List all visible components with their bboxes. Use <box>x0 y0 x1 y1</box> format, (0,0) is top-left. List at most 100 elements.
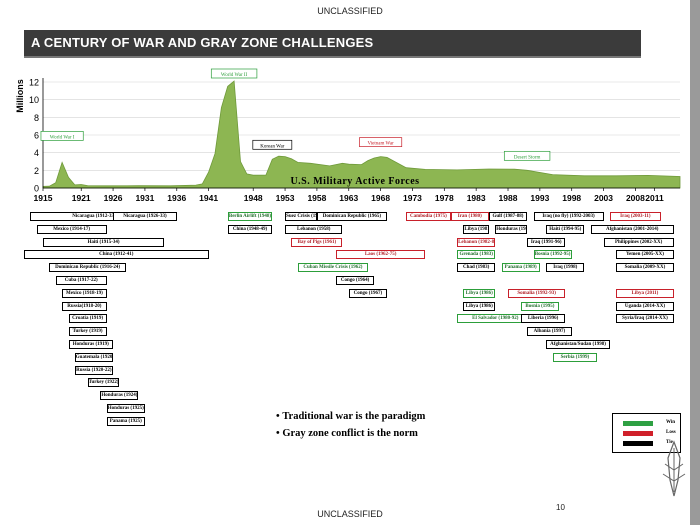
event-box: Serbia (1999) <box>552 352 598 362</box>
chart-annotations: World War I World War II Korean War Vietnam… <box>40 68 551 161</box>
x-tick-label: 1953 <box>276 193 295 203</box>
annotation-box <box>252 139 293 150</box>
annotation-box <box>210 68 258 79</box>
annotation-label: World War II <box>221 73 248 78</box>
annotation: World War II <box>210 68 258 79</box>
event-box: Yemen (2005-XX) <box>616 250 674 260</box>
annotation-box <box>503 150 551 161</box>
event-box: Iraq (1998) <box>546 263 585 273</box>
annotation: Desert Storm <box>503 150 551 161</box>
event-box: Afghanistan (2001-2014) <box>590 224 674 234</box>
event-box: Liberia (1996) <box>520 314 566 324</box>
event-box: Afghanistan/Sudan (1998) <box>546 340 610 349</box>
event-box: Philippines (2002-XX) <box>603 237 674 247</box>
event-box: Bosnia (1995) <box>520 301 559 311</box>
event-box: Honduras (1924) <box>100 391 139 401</box>
event-box: Chad (1983) <box>457 263 496 273</box>
event-box: Congo (1964) <box>336 276 375 285</box>
x-tick-label: 1968 <box>371 193 390 203</box>
area-series <box>42 80 681 189</box>
event-box: Grenada (1983) <box>457 250 496 260</box>
legend: Win Loss Tie <box>612 413 681 453</box>
event-box: Honduras (1919) <box>68 340 114 349</box>
event-box: Honduras (1988) <box>495 224 528 234</box>
legend-label: Tie <box>666 440 673 445</box>
legend-swatch-loss <box>623 431 653 436</box>
annotation: Korean War <box>252 139 293 150</box>
event-box: Cuban Missile Crisis (1962) <box>297 263 368 273</box>
annotation-box <box>40 131 84 141</box>
event-box: Iraq (1991-96) <box>527 237 566 247</box>
page-number: 10 <box>556 503 565 512</box>
annotation-label: Korean War <box>260 144 284 149</box>
event-box: Uganda (2014-XX) <box>616 301 674 311</box>
event-box: Libya (1981) <box>463 224 489 234</box>
event-box: Iran (1980) <box>450 212 489 221</box>
classification-banner-bottom: UNCLASSIFIED <box>317 509 383 519</box>
emblem-logo-icon <box>662 440 686 497</box>
x-tick-label: 1921 <box>72 193 91 203</box>
x-tick-label: 1983 <box>467 193 486 203</box>
x-tick-label: 1936 <box>167 193 186 203</box>
event-box: Nicaragua (1926-33) <box>113 212 177 221</box>
legend-label: Win <box>666 420 676 425</box>
x-tick-label: 1988 <box>499 193 518 203</box>
event-box: Turkey (1919) <box>68 327 107 337</box>
legend-label: Loss <box>666 430 676 435</box>
x-tick-label: 1941 <box>199 193 218 203</box>
annotation-box <box>359 137 403 147</box>
annotation-label: Vietnam War <box>367 142 394 147</box>
y-tick-label: 12 <box>29 78 39 88</box>
event-box: Libya (1986) <box>463 288 496 298</box>
event-box: Gulf (1987-88) <box>488 212 528 221</box>
y-tick-label: 0 <box>34 184 39 194</box>
event-box: Russia (1920-22) <box>74 365 113 375</box>
y-tick-label: 10 <box>29 95 39 105</box>
y-axis-label: Millions <box>15 79 25 113</box>
x-tick-label: 1993 <box>530 193 549 203</box>
event-box: Haiti (1994-95) <box>546 224 585 234</box>
annotation: Vietnam War <box>359 137 403 147</box>
x-tick-label: 1998 <box>562 193 581 203</box>
x-tick-label: 1973 <box>403 193 422 203</box>
x-tick-label: 1915 <box>34 193 53 203</box>
event-box: Russia(1918-20) <box>62 301 107 311</box>
x-tick-label: 1978 <box>435 193 454 203</box>
event-box: Bay of Pigs (1961) <box>291 237 343 247</box>
event-box: Turkey (1922) <box>87 378 120 388</box>
bullet-item: • Gray zone conflict is the norm <box>276 428 418 439</box>
event-box: Mexico (1914-17) <box>36 224 107 234</box>
annotation-label: World War I <box>50 135 75 140</box>
x-tick-label: 2003 <box>594 193 613 203</box>
event-box: Honduras (1925) <box>106 404 145 413</box>
x-tick-label: 1958 <box>307 193 326 203</box>
y-tick-label: 2 <box>34 166 39 176</box>
bullet-item: • Traditional war is the paradigm <box>276 411 426 422</box>
event-box: Somalia (1992-93) <box>508 288 566 298</box>
event-box: Iraq (no fly) (1992-2003) <box>533 212 604 221</box>
event-box: Iraq (2003-11) <box>609 212 661 221</box>
annotation: World War I <box>40 131 84 141</box>
event-box: Cuba (1917-22) <box>55 276 107 285</box>
chart-title: U.S. Military Active Forces <box>290 176 419 187</box>
event-box: Dominican Republic (1965) <box>316 212 387 221</box>
event-box: Croatia (1919) <box>68 314 107 324</box>
side-strip <box>690 0 700 525</box>
event-box: Syria/Iraq (2014-XX) <box>616 314 674 324</box>
annotation-label: Desert Storm <box>514 155 541 160</box>
chart-axes: 0 2 4 6 8 10 12 1915 1921 1926 1931 1936 1941 1948 195… <box>29 78 680 203</box>
y-tick-label: 8 <box>34 113 39 123</box>
x-tick-label: 2008 <box>626 193 645 203</box>
bullet-list: • Traditional war is the paradigm • Gray… <box>276 408 425 442</box>
event-box: Lebanon (1982-83) <box>457 237 496 247</box>
event-box: China (1912-41) <box>23 250 209 260</box>
event-box: Libya (1986) <box>463 301 496 311</box>
event-box: Somalia (2009-XX) <box>616 263 674 273</box>
event-box: Berlin Airlift (1948) <box>227 212 273 221</box>
event-box: Panama (1989) <box>501 263 540 273</box>
x-tick-label: 1948 <box>244 193 263 203</box>
event-box: Bosnia (1992-95) <box>533 250 572 260</box>
event-box: Mexico (1918-19) <box>62 288 107 298</box>
event-box: Cambodia (1975) <box>406 212 451 221</box>
